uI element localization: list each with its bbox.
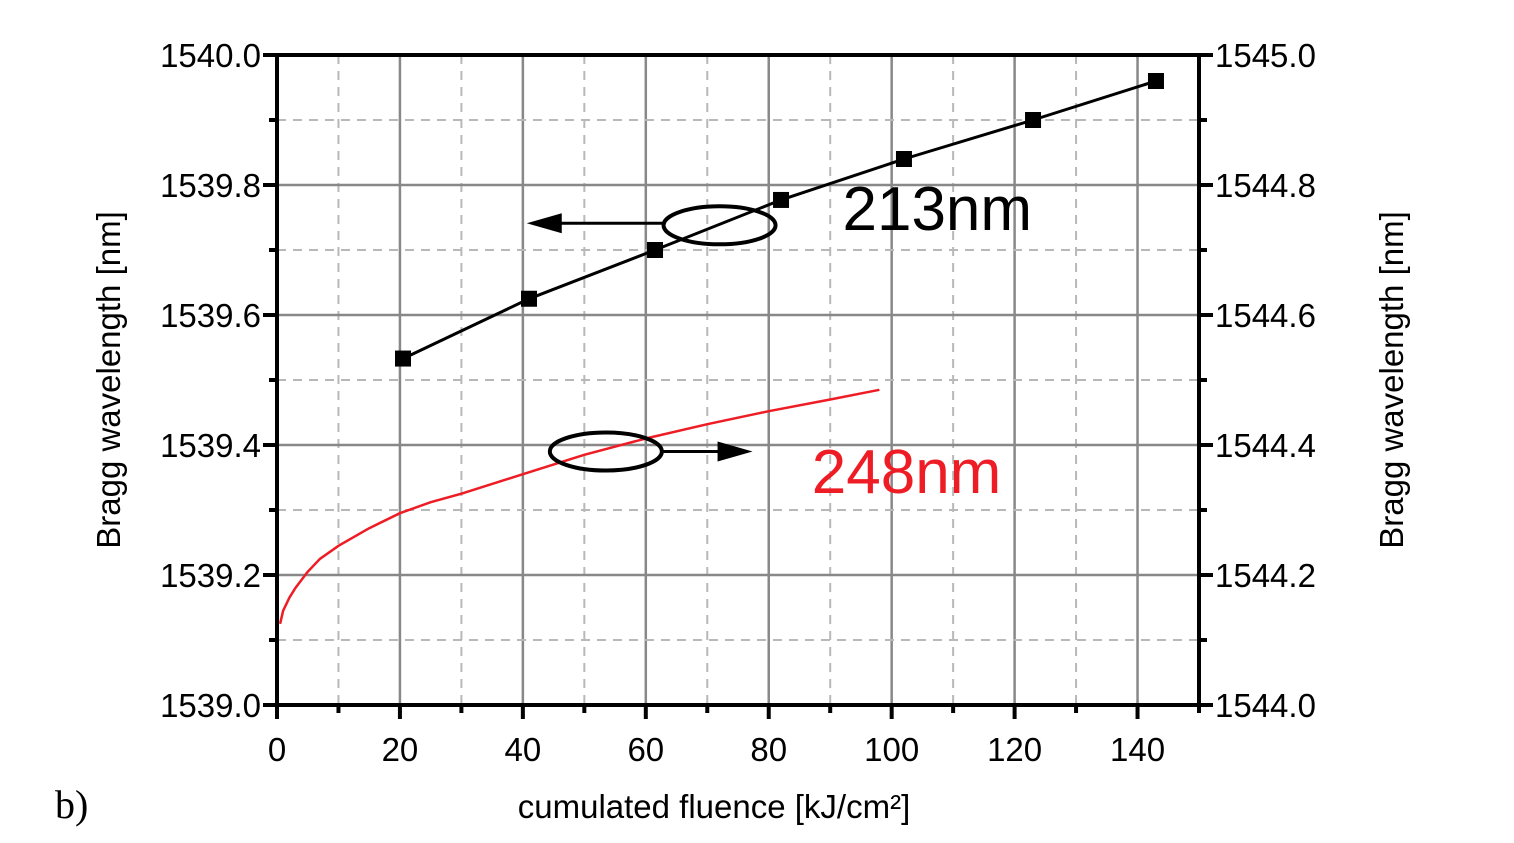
y-tick-label-right: 1544.6 (1215, 297, 1316, 334)
x-axis-title: cumulated fluence [kJ/cm²] (518, 788, 911, 825)
data-point-213nm (1147, 73, 1164, 89)
y-tick-label-right: 1544.8 (1215, 167, 1316, 204)
data-point-213nm (521, 290, 538, 307)
plot-frame (275, 53, 1201, 707)
y-tick-label-left: 1539.8 (160, 167, 261, 204)
arrow-248nm (717, 441, 753, 462)
x-tick-label: 80 (750, 731, 787, 768)
x-tick-label: 140 (1110, 731, 1165, 768)
x-tick-label: 100 (864, 731, 919, 768)
data-point-213nm (773, 191, 790, 208)
series-label-213nm: 213nm (842, 175, 1032, 244)
y-tick-label-left: 1539.6 (160, 297, 261, 334)
y-tick-label-right: 1544.2 (1215, 557, 1316, 594)
x-tick-label: 40 (505, 731, 542, 768)
series-line-213nm (402, 79, 1157, 360)
panel-label: b) (55, 782, 88, 827)
x-tick-label: 60 (627, 731, 664, 768)
x-tick-label: 0 (268, 731, 286, 768)
annotations: 213nm 248nm (526, 175, 1032, 507)
grid (277, 55, 1199, 705)
y-tick-label-left: 1539.2 (160, 557, 261, 594)
data-point-213nm (647, 242, 664, 258)
series-line-248nm (278, 388, 880, 625)
arrow-213nm (526, 213, 562, 234)
data-point-213nm (895, 151, 912, 167)
y-tick-label-right: 1544.0 (1215, 687, 1316, 724)
y-axis-title-left: Bragg wavelength [nm] (90, 211, 127, 549)
data-point-213nm (1025, 112, 1042, 128)
ellipse-213nm (661, 204, 778, 247)
x-tick-label: 20 (382, 731, 419, 768)
ticks: 0 20 40 60 80 100 120 140 1539.0 1539.2 1539.4 1539… (160, 37, 1316, 768)
y-tick-label-left: 1540.0 (160, 37, 261, 74)
y-axis-title-right: Bragg wavelength [nm] (1373, 211, 1410, 549)
data-point-213nm (395, 350, 412, 367)
series-label-248nm: 248nm (812, 438, 1002, 507)
y-tick-label-left: 1539.4 (160, 427, 261, 464)
x-tick-label: 120 (987, 731, 1042, 768)
y-tick-label-left: 1539.0 (160, 687, 261, 724)
y-tick-label-right: 1545.0 (1215, 37, 1316, 74)
y-tick-label-right: 1544.4 (1215, 427, 1316, 464)
series-layer (278, 73, 1164, 625)
